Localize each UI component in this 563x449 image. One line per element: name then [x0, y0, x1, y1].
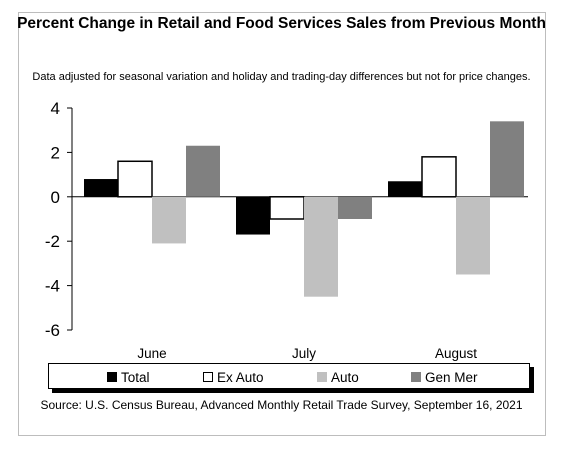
legend-swatch — [203, 372, 213, 382]
legend-item: Auto — [317, 368, 359, 386]
bar-total — [236, 196, 270, 235]
legend: Total Ex Auto Auto Gen Mer — [48, 363, 530, 389]
chart-subtitle: Data adjusted for seasonal variation and… — [32, 71, 531, 83]
chart-title: Percent Change in Retail and Food Servic… — [17, 15, 546, 32]
y-tick-label: -2 — [45, 232, 60, 251]
legend-swatch — [411, 372, 421, 382]
y-tick-label: 2 — [51, 143, 60, 162]
y-tick-label: -6 — [45, 321, 60, 340]
legend-item: Gen Mer — [411, 368, 478, 386]
legend-item: Total — [107, 368, 150, 386]
bar-ex-auto — [117, 160, 153, 198]
bar-total — [388, 181, 422, 197]
y-tick-label: 4 — [51, 99, 60, 118]
legend-item: Ex Auto — [203, 368, 264, 386]
bar-ex-auto — [421, 156, 457, 198]
bar-auto — [456, 196, 490, 275]
legend-swatch — [317, 372, 327, 382]
bar-auto — [152, 196, 186, 244]
bar-gen-mer — [490, 121, 524, 197]
y-tick-label: 0 — [51, 188, 60, 207]
legend-label: Total — [121, 369, 150, 385]
bar-auto — [304, 196, 338, 297]
bar-ex-auto — [269, 196, 305, 220]
legend-label: Gen Mer — [425, 369, 478, 385]
y-tick-label: -4 — [45, 277, 60, 296]
legend-label: Auto — [331, 369, 359, 385]
x-tick-label: July — [292, 346, 316, 361]
x-tick-label: June — [137, 346, 166, 361]
bar-gen-mer — [186, 145, 220, 197]
x-tick-label: August — [435, 346, 477, 361]
bar-total — [84, 179, 118, 197]
source-note: Source: U.S. Census Bureau, Advanced Mon… — [40, 398, 523, 412]
legend-label: Ex Auto — [217, 369, 264, 385]
bar-gen-mer — [338, 196, 372, 219]
legend-swatch — [107, 372, 117, 382]
